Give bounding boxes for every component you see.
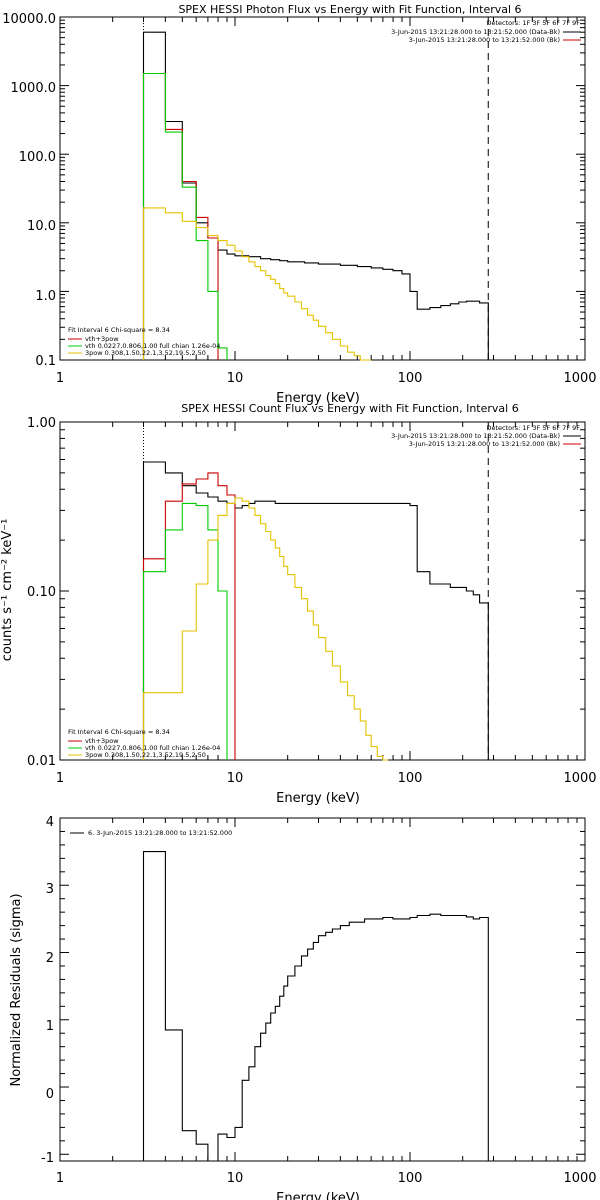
panel1-ytick-label-1: 1.0	[35, 289, 56, 304]
panel3-legend: 6. 3-Jun-2015 13:21:28.000 to 13:21:52.0…	[70, 829, 232, 837]
panel3-xtick-label-1: 1	[56, 1171, 64, 1186]
panel2-xtick-label-1000: 1000	[563, 771, 596, 786]
series-line-vth-3pow	[142, 472, 236, 760]
panel1-xtick-label-1000: 1000	[563, 371, 596, 386]
panel1-plot-frame	[59, 16, 586, 361]
panel1-fit-legend-label-1: vth 0.0227,0.806,1.00 full chian 1.26e-0…	[85, 342, 220, 350]
panel3-ytick-label-4: 4	[46, 815, 54, 830]
panel1-series	[142, 31, 489, 361]
series-line-vth-3pow	[142, 72, 219, 360]
panel2-x-ticks	[59, 422, 586, 760]
panel3-xtick-label-1000: 1000	[563, 1171, 596, 1186]
panel3-y-ticks	[60, 817, 585, 1155]
panel2-x-axis-label: Energy (keV)	[276, 791, 360, 806]
panel2-data-legend: Detectors: 1F 3F 5F 6F 7F 9F 3-Jun-2015 …	[391, 424, 581, 448]
residuals-panel: 1 10 100 1000 -1 0 1 2 3 4 Energy (keV) …	[9, 815, 597, 1200]
panel1-vlines	[142, 17, 489, 360]
series-line-data-bk	[142, 31, 489, 360]
panel2-y-axis-label: counts s⁻¹ cm⁻² keV⁻¹	[0, 519, 15, 662]
panel1-fit-legend-header: Fit Interval 6 Chi-square = 8.34	[68, 326, 170, 334]
panel3-ytick-label--1: -1	[41, 1151, 54, 1166]
panel2-xtick-label-1: 1	[56, 771, 64, 786]
panel1-title: SPEX HESSI Photon Flux vs Energy with Fi…	[178, 3, 521, 16]
panel1-data-legend-label-1: 3-Jun-2015 13:21:28.000 to 13:21:52.000 …	[409, 36, 560, 44]
panel1-y-ticks	[60, 16, 585, 361]
panel1-x-ticks	[59, 17, 586, 360]
panel1-ytick-label-0.1: 0.1	[35, 354, 56, 369]
panel1-ytick-label-10: 10.0	[27, 219, 56, 234]
panel1-data-legend: Detectors: 1F 3F 5F 6F 7F 9F 3-Jun-2015 …	[391, 19, 581, 44]
panel2-data-legend-label-1: 3-Jun-2015 13:21:28.000 to 13:21:52.000 …	[409, 440, 560, 448]
panel2-ytick-label-0.10: 0.10	[27, 585, 56, 600]
panel2-title: SPEX HESSI Count Flux vs Energy with Fit…	[181, 402, 518, 415]
panel1-fit-legend-label-2: 3pow 0.308,1.50,22.1,3.52,19.5,2.50	[85, 349, 206, 357]
panel1-x-axis-label: Energy (keV)	[276, 391, 360, 406]
photon-flux-panel: SPEX HESSI Photon Flux vs Energy with Fi…	[2, 3, 596, 406]
series-line-3pow	[142, 497, 389, 761]
panel1-ytick-label-100: 100.0	[19, 150, 56, 165]
series-line-vth	[142, 502, 228, 760]
panel3-plot-frame	[59, 817, 586, 1162]
series-line-3pow	[142, 207, 372, 361]
panel3-xtick-label-10: 10	[227, 1171, 244, 1186]
panel2-fit-legend-label-1: vth 0.0227,0.806,1.00 full chian 1.26e-0…	[85, 744, 220, 752]
panel3-x-ticks	[59, 818, 586, 1161]
panel2-fit-legend-header: Fit Interval 6 Chi-square = 8.34	[68, 728, 170, 736]
series-line-data-bk	[142, 461, 489, 760]
panel2-plot-frame	[59, 421, 586, 761]
panel3-xtick-label-100: 100	[398, 1171, 423, 1186]
panel2-ytick-label-0.01: 0.01	[27, 754, 56, 769]
panel2-fit-legend: Fit Interval 6 Chi-square = 8.34 vth+3po…	[68, 728, 220, 759]
panel3-legend-label: 6. 3-Jun-2015 13:21:28.000 to 13:21:52.0…	[88, 829, 232, 837]
panel3-ytick-label-0: 0	[46, 1087, 54, 1102]
panel3-series	[142, 851, 489, 1162]
panel2-xtick-label-10: 10	[227, 771, 244, 786]
panel2-y-ticks	[60, 421, 585, 761]
panel2-data-legend-label-0: 3-Jun-2015 13:21:28.000 to 13:21:52.000 …	[391, 432, 560, 440]
panel3-y-axis-label: Normalized Residuals (sigma)	[9, 893, 24, 1086]
panel1-ytick-label-1000: 1000.0	[11, 81, 57, 96]
count-flux-panel: SPEX HESSI Count Flux vs Energy with Fit…	[0, 402, 597, 806]
panel1-xtick-label-1: 1	[56, 371, 64, 386]
panel1-xtick-label-100: 100	[398, 371, 423, 386]
panel2-xtick-label-100: 100	[398, 771, 423, 786]
series-line-vth	[142, 72, 228, 360]
panel1-fit-legend: Fit Interval 6 Chi-square = 8.34 vth+3po…	[68, 326, 220, 357]
series-line-6-	[142, 851, 489, 1162]
panel2-series	[142, 461, 489, 761]
panel1-detectors-label: Detectors: 1F 3F 5F 6F 7F 9F	[486, 19, 580, 27]
panel1-ytick-label-10000: 10000.0	[2, 12, 56, 27]
panel2-ytick-label-1.00: 1.00	[27, 416, 56, 431]
panel3-ytick-label-2: 2	[46, 951, 54, 966]
panel1-fit-legend-label-0: vth+3pow	[85, 335, 119, 343]
panel2-vlines	[142, 422, 489, 760]
panel2-detectors-label: Detectors: 1F 3F 5F 6F 7F 9F	[486, 424, 580, 432]
panel1-xtick-label-10: 10	[227, 371, 244, 386]
panel3-ytick-label-3: 3	[46, 882, 54, 897]
panel1-data-legend-label-0: 3-Jun-2015 13:21:28.000 to 13:21:52.000 …	[391, 28, 560, 36]
panel2-fit-legend-label-2: 3pow 0.308,1.50,22.1,3.52,19.5,2.50	[85, 751, 206, 759]
panel2-fit-legend-label-0: vth+3pow	[85, 737, 119, 745]
panel3-x-axis-label: Energy (keV)	[276, 1191, 360, 1200]
panel3-ytick-label-1: 1	[46, 1019, 54, 1034]
